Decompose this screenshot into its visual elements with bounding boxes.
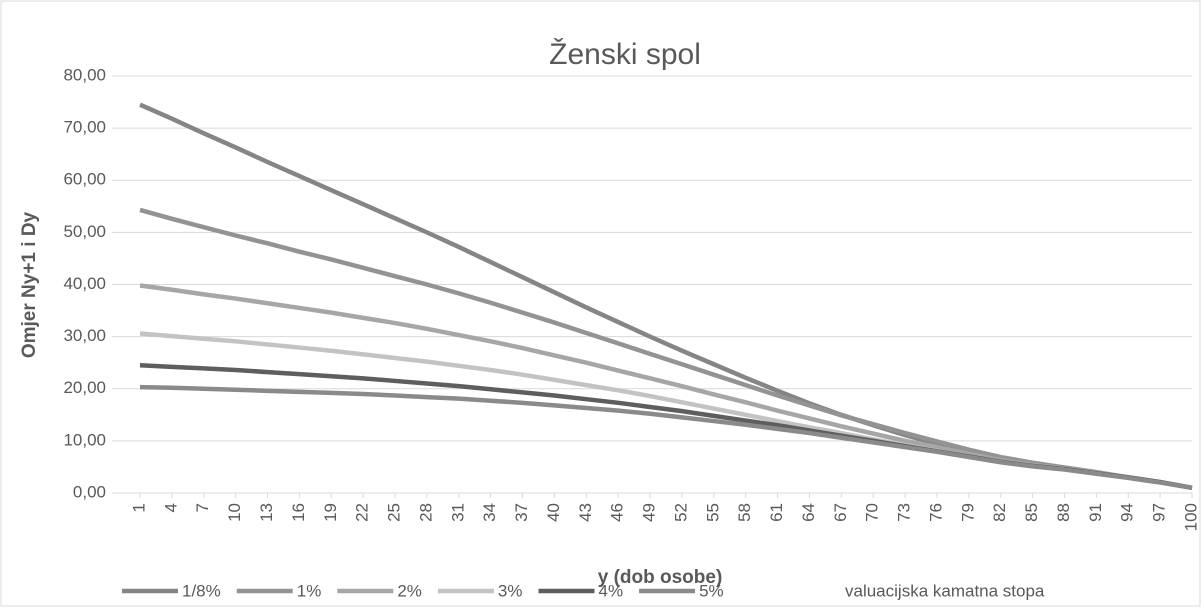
y-tick-label: 50,00	[63, 222, 106, 241]
x-tick-label: 88	[1054, 503, 1073, 522]
x-tick-label: 31	[448, 503, 467, 522]
legend-label: 2%	[397, 581, 422, 600]
series-line	[139, 207, 1193, 491]
x-tick-label: 58	[735, 503, 754, 522]
x-tick-label: 28	[416, 503, 435, 522]
x-tick-label: 73	[895, 503, 914, 522]
y-tick-label: 0,00	[73, 482, 106, 501]
x-tick-label: 43	[576, 503, 595, 522]
legend-label: 4%	[598, 581, 623, 600]
legend-label: 1%	[297, 581, 322, 600]
x-tick-label: 100	[1181, 503, 1200, 531]
x-tick-label: 37	[512, 503, 531, 522]
x-axis-label: y (dob osobe)	[598, 567, 723, 588]
y-tick-label: 70,00	[63, 118, 106, 137]
x-tick-label: 22	[353, 503, 372, 522]
legend-label: 1/8%	[182, 581, 221, 600]
x-tick-label: 82	[990, 503, 1009, 522]
x-tick-label: 52	[671, 503, 690, 522]
x-tick-label: 16	[289, 503, 308, 522]
x-tick-label: 79	[958, 503, 977, 522]
x-tick-label: 25	[385, 503, 404, 522]
x-tick-label: 19	[321, 503, 340, 522]
x-tick-label: 97	[1150, 503, 1169, 522]
legend-label: 3%	[498, 581, 523, 600]
legend-label: 5%	[699, 581, 724, 600]
x-tick-label: 55	[703, 503, 722, 522]
x-tick-label: 13	[257, 503, 276, 522]
x-tick-label: 1	[129, 503, 148, 512]
x-tick-label: 61	[767, 503, 786, 522]
x-tick-label: 34	[480, 503, 499, 522]
x-tick-label: 94	[1118, 503, 1137, 522]
y-tick-label: 20,00	[63, 378, 106, 397]
y-tick-label: 60,00	[63, 170, 106, 189]
x-tick-label: 10	[225, 503, 244, 522]
x-tick-label: 7	[193, 503, 212, 512]
x-tick-label: 46	[608, 503, 627, 522]
y-tick-label: 10,00	[63, 430, 106, 449]
y-tick-label: 30,00	[63, 326, 106, 345]
x-tick-label: 85	[1022, 503, 1041, 522]
chart-title: Ženski spol	[549, 38, 701, 71]
x-tick-label: 64	[799, 503, 818, 522]
legend-title: valuacijska kamatna stopa	[845, 581, 1045, 600]
x-tick-label: 91	[1086, 503, 1105, 522]
x-tick-label: 40	[544, 503, 563, 522]
x-tick-label: 67	[831, 503, 850, 522]
x-tick-label: 70	[863, 503, 882, 522]
y-tick-label: 40,00	[63, 274, 106, 293]
x-tick-label: 76	[926, 503, 945, 522]
y-tick-label: 80,00	[63, 65, 106, 84]
x-tick-label: 4	[161, 503, 180, 512]
series-line	[139, 384, 1193, 491]
x-tick-label: 49	[640, 503, 659, 522]
y-axis-label: Omjer Ny+1 i Dy	[19, 211, 40, 358]
